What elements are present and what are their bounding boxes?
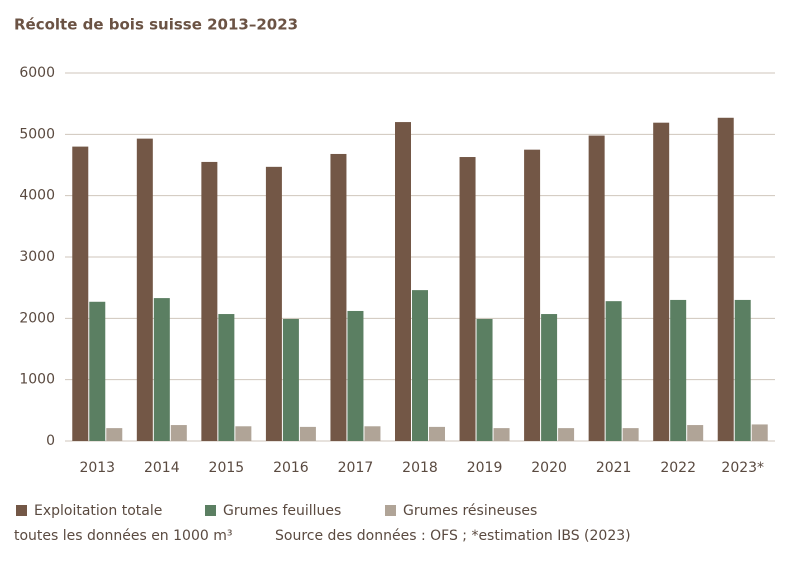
bar [330,153,347,441]
x-tick-label: 2014 [144,460,180,476]
legend-label: Grumes résineuses [403,503,537,519]
x-tick-label: 2019 [467,460,503,476]
bar [201,161,218,441]
y-tick-label: 2000 [19,310,55,326]
x-tick-label: 2021 [596,460,632,476]
bar [751,424,768,441]
x-tick-label: 2018 [402,460,438,476]
x-tick-label: 2015 [209,460,245,476]
x-tick-label: 2017 [338,460,374,476]
x-tick-label: 2023* [721,460,764,476]
bar [106,428,123,441]
bar [734,299,751,441]
bar [717,117,734,442]
y-tick-label: 6000 [19,65,55,81]
bar [170,425,187,441]
bar [622,428,639,441]
y-tick-label: 1000 [19,372,55,388]
bar [72,146,89,441]
bar [136,138,153,442]
legend-label: Exploitation totale [34,503,162,519]
bar [218,314,235,441]
x-tick-label: 2020 [531,460,567,476]
bar [89,301,106,441]
bar [429,426,445,441]
bar [347,310,364,441]
y-tick-label: 5000 [19,126,55,142]
legend-swatch [385,505,396,516]
x-tick-label: 2016 [273,460,309,476]
bar [476,318,493,441]
bar [541,314,558,441]
chart-title: Récolte de bois suisse 2013–2023 [14,16,298,34]
legend-swatch [16,505,27,516]
legend-swatch [205,505,216,516]
bar [459,157,476,441]
bar [299,426,316,441]
bar [524,149,541,441]
bar [588,135,605,441]
bar [670,299,687,441]
y-tick-label: 3000 [19,249,55,265]
source: Source des données : OFS ; *estimation I… [275,528,631,544]
bar [493,428,510,441]
x-tick-label: 2013 [79,460,115,476]
bar [653,122,670,442]
bar [282,318,299,441]
bar [558,428,575,441]
bar [412,290,428,441]
y-tick-label: 0 [46,433,55,449]
bar [364,426,381,441]
bar [235,426,252,441]
y-tick-label: 4000 [19,188,55,204]
bar [687,425,704,441]
bar [605,301,622,441]
note: toutes les données en 1000 m³ [14,528,232,544]
bar [153,298,170,441]
bar [395,122,411,442]
bar [265,166,282,441]
x-tick-label: 2022 [660,460,696,476]
legend-label: Grumes feuillues [223,503,341,519]
